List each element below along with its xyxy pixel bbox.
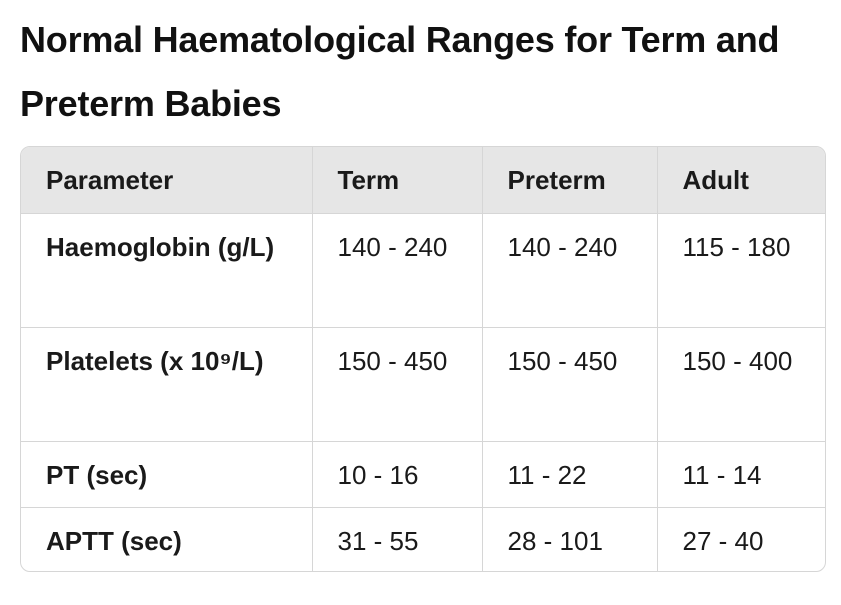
row-parameter-platelets: Platelets (x 10⁹/L) xyxy=(21,327,313,442)
cell-term: 10 - 16 xyxy=(312,441,483,508)
haematology-table: Parameter Term Preterm Adult Haemoglobin… xyxy=(21,147,825,571)
cell-preterm: 150 - 450 xyxy=(482,327,658,442)
haematology-table-container: Parameter Term Preterm Adult Haemoglobin… xyxy=(20,146,826,572)
page-title: Normal Haematological Ranges for Term an… xyxy=(20,19,780,124)
cell-adult: 115 - 180 xyxy=(657,213,825,328)
column-header-term: Term xyxy=(312,147,483,214)
table-header-row: Parameter Term Preterm Adult xyxy=(21,147,825,214)
column-header-preterm: Preterm xyxy=(482,147,658,214)
table-row: APTT (sec) 31 - 55 28 - 101 27 - 40 xyxy=(21,507,825,571)
row-parameter-aptt: APTT (sec) xyxy=(21,507,313,571)
cell-adult: 150 - 400 xyxy=(657,327,825,442)
cell-term: 31 - 55 xyxy=(312,507,483,571)
cell-preterm: 28 - 101 xyxy=(482,507,658,571)
cell-preterm: 11 - 22 xyxy=(482,441,658,508)
cell-preterm: 140 - 240 xyxy=(482,213,658,328)
cell-term: 140 - 240 xyxy=(312,213,483,328)
table-row: PT (sec) 10 - 16 11 - 22 11 - 14 xyxy=(21,441,825,508)
row-parameter-pt: PT (sec) xyxy=(21,441,313,508)
cell-adult: 27 - 40 xyxy=(682,525,764,556)
column-header-parameter: Parameter xyxy=(21,147,313,214)
table-row: Platelets (x 10⁹/L) 150 - 450 150 - 450 … xyxy=(21,327,825,442)
cell-adult: 11 - 14 xyxy=(657,441,825,508)
row-parameter-haemoglobin: Haemoglobin (g/L) xyxy=(21,213,313,328)
table-row: Haemoglobin (g/L) 140 - 240 140 - 240 11… xyxy=(21,213,825,328)
cell-term: 150 - 450 xyxy=(312,327,483,442)
column-header-adult: Adult xyxy=(657,147,825,214)
